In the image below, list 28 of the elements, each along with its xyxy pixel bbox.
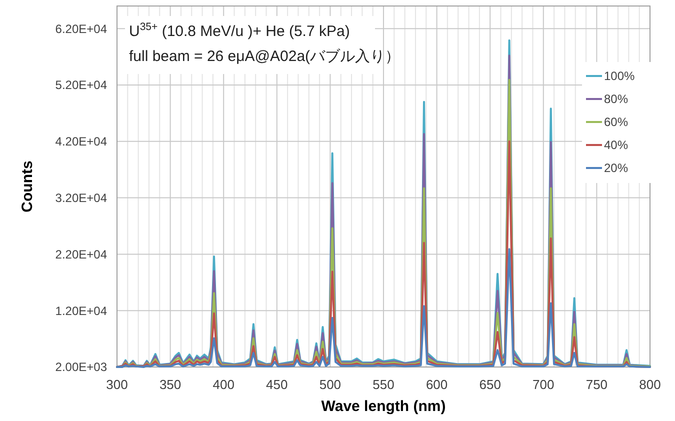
y-tick-label: 5.20E+04	[55, 78, 108, 92]
x-tick-label: 650	[479, 377, 501, 392]
x-tick-label: 400	[212, 377, 234, 392]
legend-label: 80%	[604, 92, 628, 106]
annotation: full beam = 26 eμA@A02a(バブル入り）	[129, 48, 400, 65]
x-tick-label: 550	[372, 377, 394, 392]
x-tick-label: 350	[159, 377, 182, 392]
x-tick-label: 450	[266, 377, 288, 392]
legend-label: 60%	[604, 115, 628, 130]
y-tick-label: 1.20E+04	[55, 304, 108, 318]
x-axis-title: Wave length (nm)	[321, 398, 446, 415]
x-tick-label: 600	[426, 377, 448, 392]
annotation: U$^{35+}$ (10.8 MeV/u )+ He (5.7 kPa)	[129, 21, 350, 40]
x-tick-label: 800	[639, 377, 661, 392]
y-axis-title: Counts	[19, 160, 36, 212]
x-tick-label: 300	[106, 377, 128, 392]
x-tick-label: 700	[532, 377, 554, 392]
legend-label: 20%	[604, 161, 628, 176]
x-tick-label: 750	[586, 377, 608, 392]
y-tick-label: 3.20E+04	[55, 190, 108, 205]
y-tick-label: 2.00E+03	[55, 360, 108, 374]
legend-label: 100%	[604, 69, 636, 84]
x-tick-label: 500	[319, 377, 342, 392]
y-tick-label: 4.20E+04	[55, 134, 108, 149]
y-tick-label: 6.20E+04	[55, 22, 108, 36]
y-tick-label: 2.20E+04	[55, 247, 108, 262]
line-series	[116, 248, 651, 368]
legend-label: 40%	[604, 138, 628, 152]
